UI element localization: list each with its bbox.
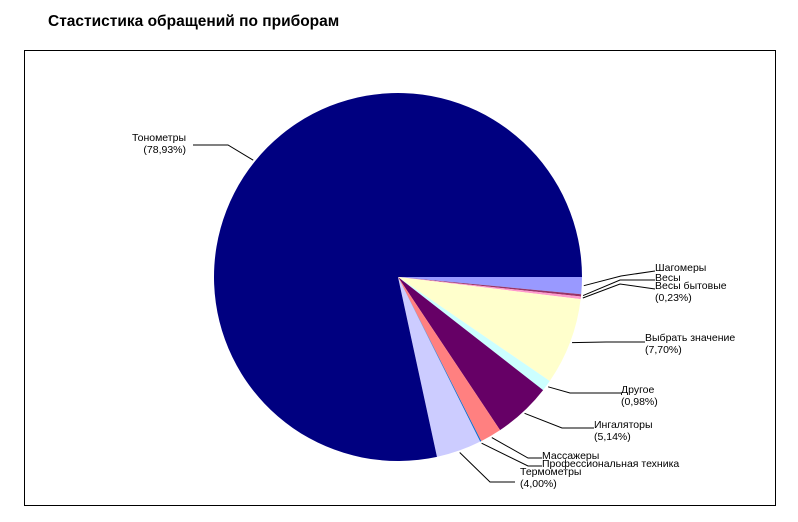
slice-label-6: Ингаляторы (5,14%) bbox=[594, 419, 653, 443]
slice-label-9: Термометры (4,00%) bbox=[520, 466, 581, 490]
leader-line-1 bbox=[583, 270, 656, 287]
plot-area-frame bbox=[24, 50, 776, 506]
pie-slice-10 bbox=[214, 92, 582, 461]
leader-line-4 bbox=[572, 341, 645, 344]
pie-slice-4 bbox=[398, 277, 581, 382]
slice-label-10: Тонометры (78,93%) bbox=[132, 132, 186, 156]
chart-title: Стастистика обращений по приборам bbox=[48, 13, 340, 30]
pie-slice-5 bbox=[398, 277, 550, 391]
pie-slice-8 bbox=[398, 277, 482, 442]
slice-label-5: Другое (0,98%) bbox=[621, 384, 658, 408]
leader-line-5 bbox=[547, 386, 621, 394]
pie-slice-1 bbox=[398, 277, 582, 295]
pie-slice-3 bbox=[398, 277, 581, 300]
slice-label-8: Профессиональная техника bbox=[542, 458, 679, 470]
slice-label-1: Шагомеры bbox=[655, 262, 706, 274]
pie-slice-6 bbox=[398, 277, 544, 431]
leader-line-10 bbox=[193, 144, 254, 161]
slice-label-2: Весы bbox=[655, 272, 681, 284]
leader-line-3 bbox=[582, 283, 656, 299]
leader-line-2 bbox=[582, 279, 655, 297]
pie-slice-7 bbox=[398, 277, 501, 442]
leader-line-6 bbox=[524, 412, 594, 429]
leader-line-7 bbox=[491, 437, 542, 459]
leader-line-9 bbox=[459, 452, 515, 483]
leader-line-8 bbox=[481, 442, 542, 467]
pie-slice-9 bbox=[398, 277, 481, 457]
slice-label-4: Выбрать значение (7,70%) bbox=[645, 332, 735, 356]
slice-label-7: Массажеры bbox=[542, 450, 599, 462]
pie-slice-2 bbox=[398, 277, 582, 297]
slice-label-3: Весы бытовые (0,23%) bbox=[655, 280, 727, 304]
